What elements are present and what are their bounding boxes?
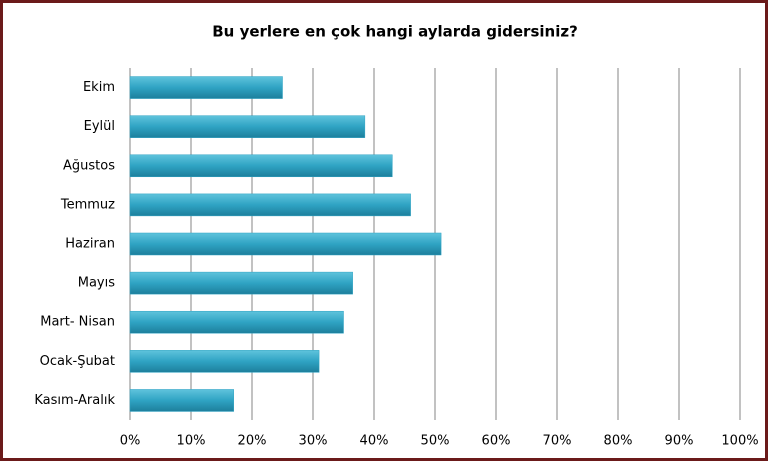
x-tick-label: 30% [299, 434, 328, 449]
x-tick-label: 100% [721, 434, 758, 449]
x-tick-label: 60% [482, 434, 511, 449]
x-tick-label: 20% [238, 434, 267, 449]
y-tick-label: Mayıs [78, 276, 115, 291]
bar [129, 76, 283, 99]
bar [129, 232, 442, 256]
y-tick-label: Eylül [84, 119, 115, 134]
y-tick-label: Mart- Nisan [40, 315, 115, 330]
x-tick-label: 50% [421, 434, 450, 449]
bar [129, 115, 366, 138]
bar [129, 271, 353, 295]
y-tick-label: Haziran [65, 237, 115, 252]
bar [129, 350, 320, 373]
x-tick-label: 90% [665, 434, 694, 449]
bar [129, 193, 411, 217]
y-tick-label: Kasım-Aralık [34, 393, 115, 408]
y-tick-label: Temmuz [60, 197, 115, 212]
y-tick-label: Ağustos [63, 158, 115, 173]
y-tick-label: Ocak-Şubat [40, 354, 115, 369]
bar [129, 154, 393, 178]
x-tick-label: 40% [360, 434, 389, 449]
chart-title: Bu yerlere en çok hangi aylarda gidersin… [212, 23, 578, 41]
x-tick-label: 80% [604, 434, 633, 449]
x-tick-label: 70% [543, 434, 572, 449]
x-tick-label: 0% [120, 434, 141, 449]
bar [129, 310, 344, 334]
y-tick-label: Ekim [83, 80, 115, 95]
bar [129, 389, 234, 412]
x-tick-label: 10% [177, 434, 206, 449]
